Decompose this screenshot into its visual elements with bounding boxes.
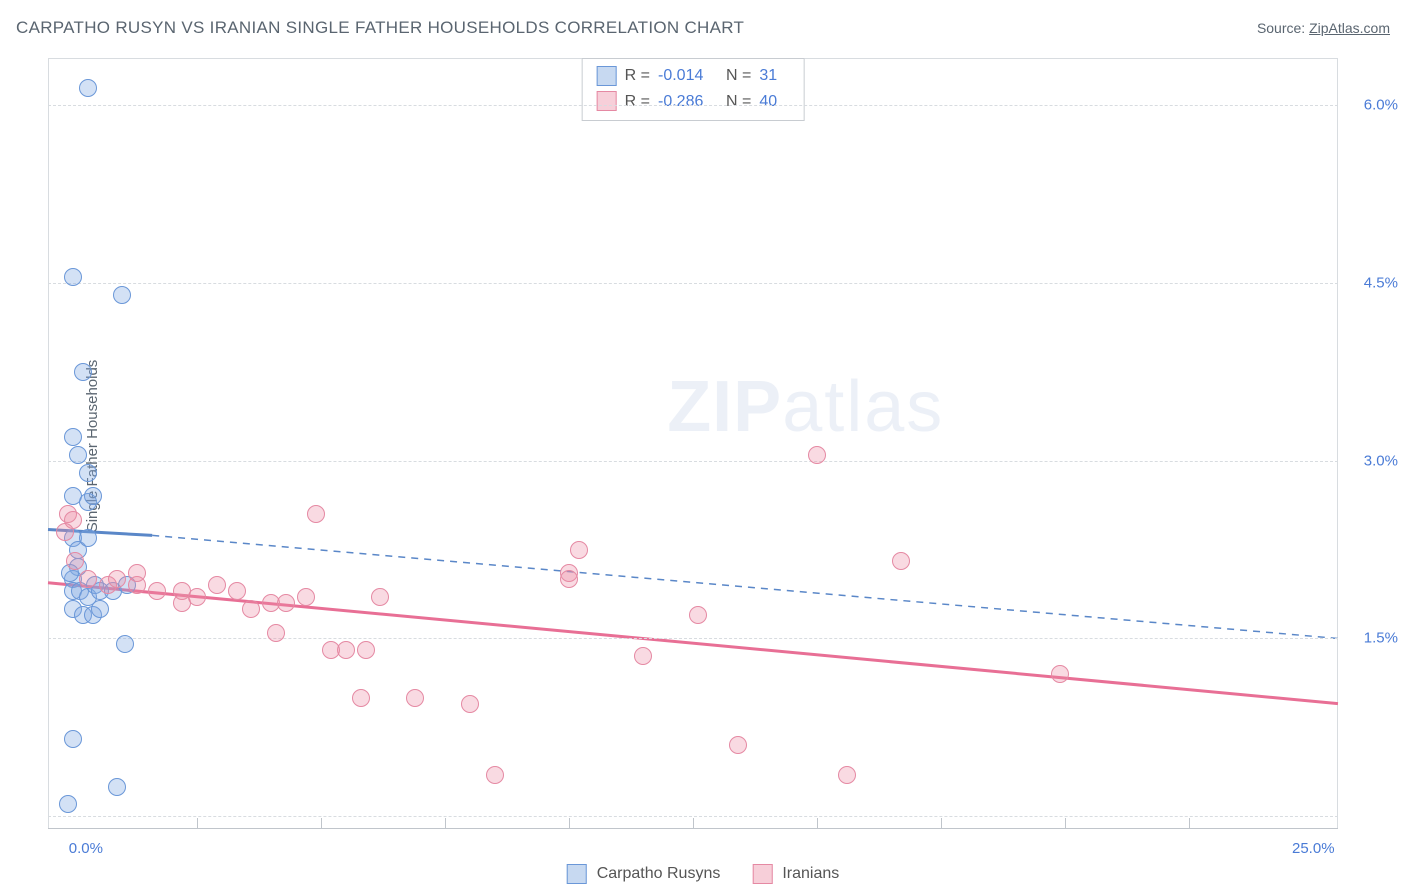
legend-swatch [752,864,772,884]
data-point-carpatho [79,79,97,97]
stats-row: R = -0.014 N = 31 [597,63,790,89]
data-point-iranian [307,505,325,523]
watermark: ZIPatlas [667,366,944,448]
trend-lines-layer [48,58,1338,828]
chart-header: CARPATHO RUSYN VS IRANIAN SINGLE FATHER … [16,18,1390,38]
data-point-iranian [148,582,166,600]
data-point-carpatho [108,778,126,796]
data-point-iranian [228,582,246,600]
data-point-carpatho [64,268,82,286]
data-point-carpatho [79,529,97,547]
legend-item: Iranians [752,864,839,884]
legend-label: Iranians [782,865,839,883]
x-tick [197,818,198,828]
r-value: -0.014 [658,63,718,89]
data-point-iranian [808,446,826,464]
y-tick-label: 6.0% [1343,97,1398,114]
data-point-iranian [267,624,285,642]
legend-bottom: Carpatho Rusyns Iranians [567,864,840,884]
y-tick-label: 4.5% [1343,275,1398,292]
data-point-iranian [188,588,206,606]
data-point-iranian [892,552,910,570]
data-point-iranian [208,576,226,594]
legend-label: Carpatho Rusyns [597,865,721,883]
data-point-iranian [570,541,588,559]
data-point-carpatho [64,428,82,446]
data-point-iranian [634,647,652,665]
data-point-carpatho [74,363,92,381]
trendline-iranian-solid [48,583,1338,704]
data-point-carpatho [91,600,109,618]
data-point-iranian [66,552,84,570]
data-point-iranian [56,523,74,541]
r-label: R = [625,89,650,115]
source-label: Source: [1257,20,1305,36]
data-point-carpatho [84,487,102,505]
y-tick-label: 3.0% [1343,452,1398,469]
data-point-iranian [297,588,315,606]
legend-swatch [597,66,617,86]
data-point-iranian [838,766,856,784]
gridline-h [48,105,1338,106]
data-point-carpatho [59,795,77,813]
legend-item: Carpatho Rusyns [567,864,721,884]
data-point-iranian [352,689,370,707]
trendline-carpatho-dashed [152,535,1338,638]
data-point-iranian [406,689,424,707]
x-max-label: 25.0% [1292,840,1335,857]
x-tick [1065,818,1066,828]
data-point-iranian [242,600,260,618]
n-value: 40 [759,89,789,115]
data-point-carpatho [79,464,97,482]
y-tick-label: 1.5% [1343,630,1398,647]
x-tick [321,818,322,828]
data-point-carpatho [113,286,131,304]
legend-swatch [597,91,617,111]
gridline-h [48,461,1338,462]
x-axis-line [48,828,1338,829]
stats-row: R = -0.286 N = 40 [597,89,790,115]
x-min-label: 0.0% [69,840,103,857]
gridline-h [48,283,1338,284]
chart-title: CARPATHO RUSYN VS IRANIAN SINGLE FATHER … [16,18,744,38]
x-tick [1189,818,1190,828]
x-tick [817,818,818,828]
source-attribution: Source: ZipAtlas.com [1257,20,1390,36]
data-point-iranian [128,564,146,582]
watermark-light: atlas [782,367,944,447]
legend-swatch [567,864,587,884]
data-point-iranian [560,570,578,588]
data-point-iranian [108,570,126,588]
x-tick [693,818,694,828]
n-label: N = [726,89,751,115]
data-point-iranian [486,766,504,784]
r-value: -0.286 [658,89,718,115]
gridline-h [48,816,1338,817]
x-tick [445,818,446,828]
data-point-iranian [461,695,479,713]
data-point-iranian [689,606,707,624]
data-point-carpatho [69,446,87,464]
data-point-carpatho [116,635,134,653]
watermark-bold: ZIP [667,367,782,447]
n-value: 31 [759,63,789,89]
data-point-iranian [79,570,97,588]
chart-plot-area: ZIPatlas R =-0.014N =31R =-0.286N =40 6.… [48,58,1338,828]
data-point-iranian [277,594,295,612]
correlation-stats-box: R = -0.014 N = 31 R = -0.286 N = 40 [582,58,805,121]
r-label: R = [625,63,650,89]
data-point-iranian [729,736,747,754]
data-point-carpatho [64,730,82,748]
x-tick [569,818,570,828]
data-point-iranian [1051,665,1069,683]
source-link[interactable]: ZipAtlas.com [1309,20,1390,36]
gridline-h [48,638,1338,639]
n-label: N = [726,63,751,89]
x-tick [941,818,942,828]
data-point-iranian [337,641,355,659]
data-point-iranian [357,641,375,659]
data-point-iranian [371,588,389,606]
